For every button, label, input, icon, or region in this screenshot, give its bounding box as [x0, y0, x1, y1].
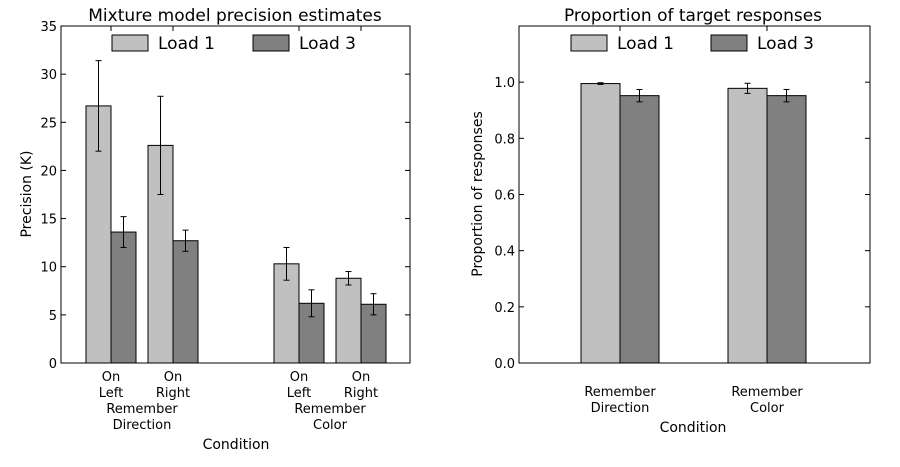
x-tick-label: Remember Color — [731, 385, 803, 416]
y-tick-label: 0.8 — [494, 132, 515, 147]
legend-swatch — [252, 34, 290, 52]
bar — [619, 95, 660, 364]
x-axis-label: Condition — [660, 420, 727, 436]
y-ticks: 0.0 0.2 0.4 0.6 0.8 1.0 — [494, 76, 870, 372]
bars — [85, 60, 387, 364]
bar — [580, 83, 621, 364]
x-axis-label: Condition — [203, 437, 270, 453]
bar — [766, 95, 807, 364]
x-tick-label: On Left — [287, 370, 311, 401]
group-label: Remember Color — [294, 402, 366, 433]
legend: Load 1 Load 3 — [570, 34, 814, 54]
y-tick-label: 0.4 — [494, 245, 515, 260]
legend-label: Load 3 — [299, 34, 356, 54]
legend-swatch — [570, 34, 608, 52]
precision-chart: Mixture model precision estimates Precis… — [19, 6, 411, 453]
proportion-chart: Proportion of target responses Proportio… — [470, 6, 871, 436]
y-tick-label: 35 — [40, 20, 57, 35]
chart-title: Mixture model precision estimates — [88, 6, 382, 26]
bar — [172, 240, 199, 364]
bars — [580, 82, 807, 364]
legend-label: Load 1 — [617, 34, 674, 54]
y-ticks: 0 5 10 15 20 25 30 35 — [40, 20, 410, 372]
y-tick-label: 25 — [40, 116, 57, 131]
x-tick-label: Remember Direction — [584, 385, 656, 416]
x-tick-label: On Left — [99, 370, 123, 401]
bar — [335, 277, 362, 364]
legend-label: Load 3 — [757, 34, 814, 54]
bar — [110, 231, 137, 364]
x-tick-label: On Right — [344, 370, 378, 401]
bar — [727, 87, 768, 364]
y-tick-label: 0.0 — [494, 357, 515, 372]
y-tick-label: 5 — [49, 309, 57, 324]
y-tick-label: 0.6 — [494, 189, 515, 204]
group-label: Remember Direction — [106, 402, 178, 433]
y-tick-label: 0.2 — [494, 301, 515, 316]
plot-frame — [60, 25, 411, 364]
legend: Load 1 Load 3 — [111, 34, 356, 54]
legend-swatch — [710, 34, 748, 52]
plot-frame — [518, 25, 871, 364]
x-ticks: Remember Direction Remember Color — [584, 26, 803, 416]
y-tick-label: 0 — [49, 357, 57, 372]
legend-label: Load 1 — [158, 34, 215, 54]
y-tick-label: 10 — [40, 261, 57, 276]
y-tick-label: 1.0 — [494, 76, 515, 91]
legend-swatch — [111, 34, 149, 52]
y-axis-label: Precision (K) — [19, 150, 35, 237]
y-tick-label: 15 — [40, 213, 57, 228]
y-tick-label: 30 — [40, 68, 57, 83]
y-tick-label: 20 — [40, 164, 57, 179]
y-axis-label: Proportion of responses — [470, 111, 486, 277]
x-tick-label: On Right — [156, 370, 190, 401]
chart-title: Proportion of target responses — [564, 6, 822, 26]
